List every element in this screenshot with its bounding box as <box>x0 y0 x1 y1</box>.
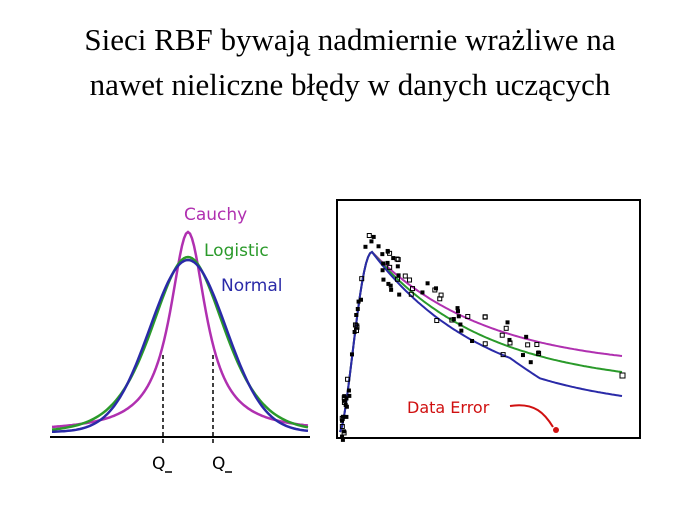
sample <box>438 292 444 298</box>
sample <box>349 352 354 357</box>
sample <box>395 264 400 269</box>
sample <box>347 393 352 398</box>
sample <box>402 273 408 279</box>
sample <box>354 313 359 318</box>
error-point <box>553 427 559 433</box>
sample <box>536 351 542 357</box>
curve-label: Normal <box>221 276 283 296</box>
sample <box>340 437 345 442</box>
frame <box>336 199 641 439</box>
sample <box>369 239 374 244</box>
curve-label: Cauchy <box>184 205 247 225</box>
sample <box>456 314 461 319</box>
sample <box>358 297 363 302</box>
sample <box>482 314 488 320</box>
title-line: Sieci RBF bywają nadmiernie wrażliwe na <box>84 22 615 57</box>
sample <box>459 328 464 333</box>
sample <box>380 268 385 273</box>
sample <box>345 376 351 382</box>
quantile-label: Q <box>152 454 165 474</box>
sample <box>394 256 400 262</box>
sample <box>524 334 529 339</box>
sample <box>381 261 386 266</box>
quantile-label: Q <box>212 454 225 474</box>
sample <box>500 352 506 358</box>
sample <box>397 292 402 297</box>
sample <box>410 286 416 292</box>
arrow <box>509 404 554 428</box>
sample <box>340 434 345 439</box>
sample <box>340 414 345 419</box>
title-line: nawet nieliczne błędy w danych uczących <box>90 67 611 102</box>
sample <box>371 234 376 239</box>
sample <box>451 317 456 322</box>
distribution-diagram: Cauchy Logistic Normal Q Q <box>50 205 310 474</box>
sample <box>420 290 425 295</box>
curve <box>52 258 309 433</box>
sample <box>520 353 525 358</box>
sample <box>341 399 347 405</box>
sample <box>465 314 471 320</box>
sample <box>507 337 512 342</box>
sample <box>455 309 460 314</box>
fit-curve <box>339 250 623 433</box>
sample <box>386 281 391 286</box>
sample <box>503 325 509 331</box>
sample <box>340 418 345 423</box>
sample <box>619 372 626 379</box>
sample <box>385 260 390 265</box>
curve <box>51 255 309 431</box>
sample <box>344 414 349 419</box>
sample <box>363 244 368 249</box>
sample <box>366 233 372 239</box>
sample <box>341 430 347 436</box>
sample <box>346 388 351 393</box>
sample <box>482 341 488 347</box>
sample <box>408 291 414 297</box>
sample <box>434 318 440 324</box>
sample <box>407 277 413 283</box>
sample <box>385 248 390 253</box>
sample <box>352 322 358 328</box>
sample <box>499 332 505 338</box>
sample <box>396 273 401 278</box>
sample <box>388 283 393 288</box>
sample <box>339 423 345 429</box>
sample <box>389 287 394 292</box>
sample <box>425 281 430 286</box>
sample <box>356 299 361 304</box>
sample <box>458 322 463 327</box>
sample <box>470 339 475 344</box>
sample <box>355 306 360 311</box>
sample <box>505 320 510 325</box>
sample <box>395 257 401 263</box>
sample <box>387 264 393 270</box>
curve <box>51 230 309 429</box>
sample <box>455 306 460 311</box>
sample <box>380 252 385 257</box>
sample <box>507 340 513 346</box>
sample <box>534 342 540 348</box>
curve-label: Logistic <box>204 241 269 261</box>
sample <box>354 328 360 334</box>
sample <box>359 276 365 282</box>
sample <box>528 360 533 365</box>
sample <box>432 287 438 293</box>
sample <box>525 342 531 348</box>
fit-diagram: Data Error <box>336 199 641 442</box>
sample <box>376 244 381 249</box>
fit-curve <box>339 250 623 433</box>
annotation: Data Error <box>407 398 490 417</box>
sample <box>381 277 386 282</box>
sample <box>344 404 349 409</box>
sample <box>536 350 541 355</box>
fit-curve <box>339 250 623 433</box>
sample <box>391 256 396 261</box>
